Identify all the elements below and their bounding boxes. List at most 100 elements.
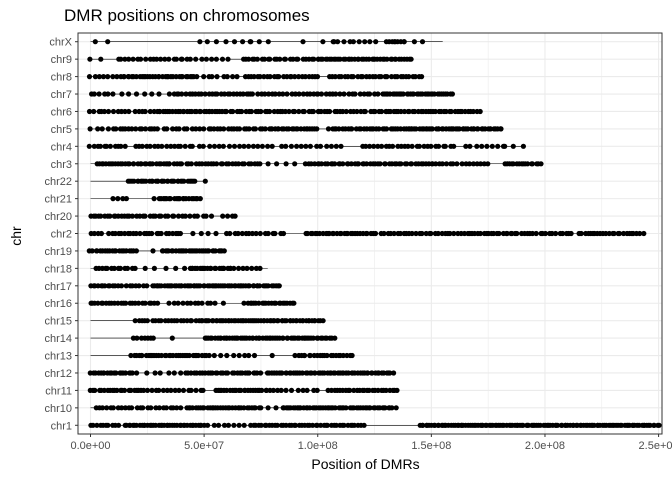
dmr-point (280, 230, 287, 237)
dmr-point (189, 405, 196, 411)
dmr-point (246, 143, 252, 149)
dmr-point (208, 213, 215, 219)
dmr-point (94, 422, 100, 428)
dmr-point (214, 74, 220, 80)
dmr-point (149, 91, 155, 97)
dmr-point (231, 39, 238, 45)
dmr-point (175, 300, 181, 306)
dmr-point (124, 265, 131, 271)
dmr-point (411, 39, 417, 45)
dmr-point (98, 213, 104, 219)
dmr-point (159, 143, 165, 149)
dmr-point (332, 74, 338, 80)
dmr-point (377, 161, 383, 167)
dmr-point (286, 405, 292, 411)
dmr-point (238, 387, 244, 393)
y-tick-label: chr3 (51, 159, 72, 171)
dmr-point (273, 405, 279, 411)
dmr-point (172, 143, 178, 149)
y-tick-label: chr6 (51, 106, 72, 118)
dmr-point (283, 387, 289, 393)
dmr-point (214, 91, 220, 97)
dmr-points (86, 39, 662, 428)
dmr-point (142, 108, 148, 115)
dmr-point (126, 91, 132, 97)
dmr-point (529, 161, 536, 167)
dmr-point (175, 213, 182, 219)
dmr-point (549, 230, 555, 237)
dmr-point (136, 283, 142, 289)
dmr-point (253, 230, 259, 237)
dmr-point (105, 126, 111, 132)
dmr-point (448, 108, 454, 115)
dmr-point (116, 422, 122, 428)
dmr-point (542, 230, 549, 237)
dmr-point (376, 126, 382, 132)
dmr-point (143, 56, 149, 62)
dmr-point (419, 230, 425, 237)
dmr-point (314, 126, 320, 132)
dmr-point (225, 370, 231, 376)
dmr-point (149, 230, 155, 237)
dmr-point (201, 74, 207, 80)
dmr-point (298, 143, 304, 149)
dmr-point (317, 143, 324, 149)
dmr-point (103, 143, 110, 149)
dmr-point (249, 91, 255, 97)
dmr-point (206, 352, 212, 359)
dmr-point (183, 91, 189, 97)
dmr-point (300, 387, 306, 393)
dmr-point (459, 161, 465, 167)
dmr-point (529, 230, 536, 237)
dmr-point (152, 213, 158, 219)
dmr-point (325, 126, 332, 132)
dmr-point (274, 422, 280, 428)
dmr-point (165, 213, 171, 219)
dmr-point (87, 56, 93, 62)
dmr-point (197, 108, 204, 115)
points-chr15 (132, 318, 326, 324)
dmr-point (221, 265, 227, 271)
dmr-point (273, 300, 279, 306)
dmr-point (375, 143, 381, 149)
dmr-point (92, 387, 98, 393)
dmr-point (196, 143, 203, 149)
dmr-point (110, 74, 116, 80)
dmr-point (276, 283, 282, 289)
dmr-point (292, 352, 298, 359)
dmr-point (219, 161, 225, 167)
dmr-point (92, 39, 98, 45)
dmr-point (122, 370, 129, 376)
dmr-point (383, 387, 389, 393)
dmr-point (136, 300, 142, 306)
dmr-point (249, 265, 255, 271)
dmr-point (130, 56, 136, 62)
dmr-point (142, 300, 148, 306)
dmr-point (98, 56, 104, 62)
dmr-point (223, 108, 229, 115)
dmr-point (178, 161, 185, 167)
dmr-point (157, 370, 163, 376)
dmr-point (133, 422, 139, 428)
dmr-point (255, 143, 261, 149)
dmr-point (304, 387, 310, 393)
dmr-point (164, 387, 170, 393)
dmr-point (152, 370, 158, 376)
y-tick-label: chr1 (51, 420, 72, 432)
y-axis-title: chr (8, 226, 24, 246)
dmr-point (340, 108, 346, 115)
dmr-point (553, 230, 559, 237)
dmr-point (333, 422, 339, 428)
dmr-point (259, 143, 265, 149)
dmr-point (105, 39, 111, 45)
dmr-point (641, 230, 647, 237)
dmr-point (115, 300, 121, 306)
dmr-point (408, 56, 414, 62)
dmr-point (413, 126, 419, 132)
dmr-point (320, 39, 326, 45)
dmr-point (162, 56, 168, 62)
dmr-point (158, 213, 164, 219)
dmr-point (240, 265, 246, 271)
dmr-point (179, 91, 185, 97)
dmr-point (192, 178, 198, 184)
